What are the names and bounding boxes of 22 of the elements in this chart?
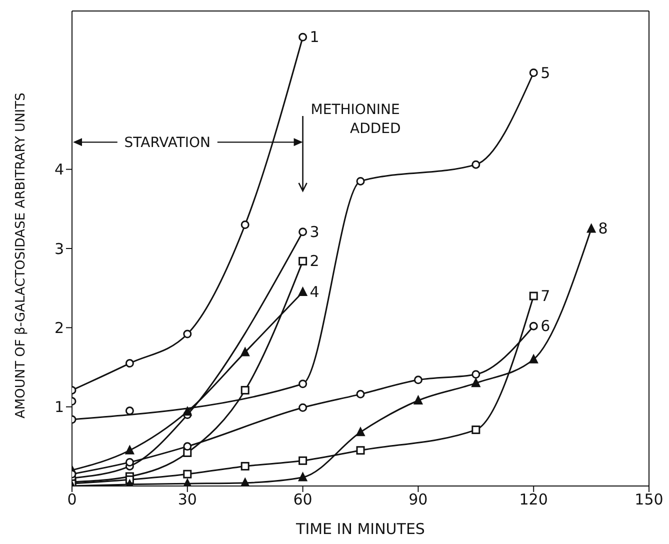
x-axis-title: TIME IN MINUTES (295, 520, 425, 538)
annotation: METHIONINE ADDED (310, 102, 401, 137)
x-tick-label: 60 (293, 490, 312, 509)
series-label: 7 (540, 287, 550, 305)
series-label: 1 (310, 28, 320, 46)
y-tick-label: 3 (54, 240, 64, 258)
y-tick-label: 4 (54, 160, 64, 179)
x-tick-label: 120 (519, 490, 548, 509)
x-tick-label: 30 (178, 490, 197, 509)
series-label: 2 (310, 252, 320, 270)
series-label: 3 (310, 222, 320, 241)
x-tick-label: 90 (408, 490, 428, 509)
x-tick-label: 0 (67, 490, 77, 509)
x-tick-label: 150 (634, 490, 664, 509)
y-tick-label: 2 (54, 318, 64, 337)
series-label: 6 (540, 317, 550, 336)
series-label: 8 (598, 220, 608, 238)
y-tick-label: 1 (54, 398, 64, 416)
series-label: 5 (540, 64, 550, 82)
series-label: 4 (310, 283, 320, 302)
annotation: STARVATION (124, 135, 211, 152)
y-axis-title: AMOUNT OF β-GALACTOSIDASE ARBITRARY UNITS (14, 92, 29, 418)
